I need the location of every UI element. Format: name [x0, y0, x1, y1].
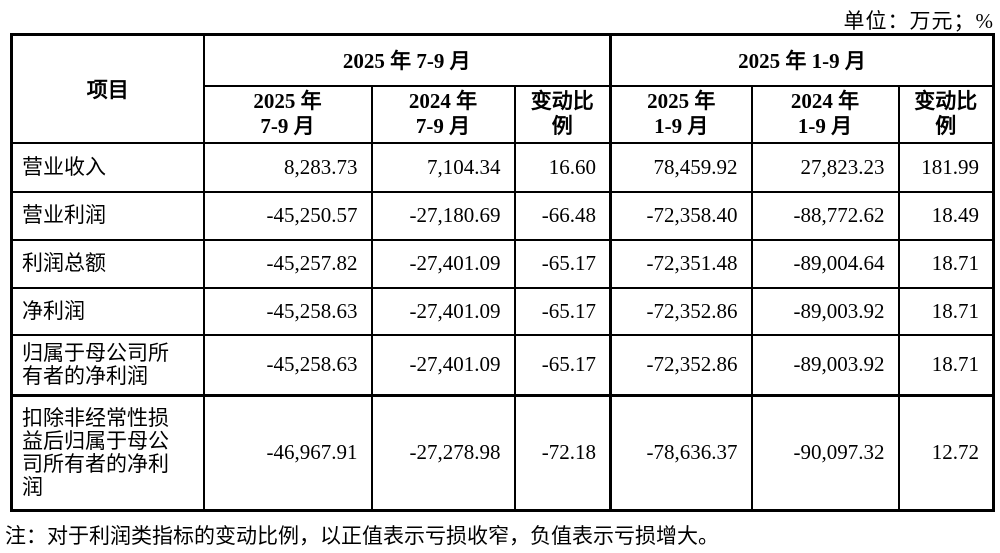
value-cell: -72,352.86 [609, 286, 753, 336]
value-cell: -27,401.09 [370, 333, 516, 396]
col-header-line1: 2025 年 [647, 89, 716, 113]
value-cell: -88,772.62 [750, 190, 900, 241]
col-header-line2: 1-9 月 [654, 114, 709, 138]
col-header-line1: 变动比 [530, 89, 594, 113]
col-header-2025-9m: 2025 年 1-9 月 [609, 84, 753, 144]
col-header-line2: 7-9 月 [415, 114, 471, 138]
col-header-line1: 2024 年 [408, 89, 478, 113]
row-label: 营业收入 [10, 141, 205, 193]
col-header-change-q3: 变动比 例 [513, 84, 612, 144]
value-cell: 78,459.92 [609, 141, 753, 193]
value-cell: -89,004.64 [750, 238, 900, 289]
value-cell: 8,283.73 [202, 141, 373, 193]
value-cell: -46,967.91 [202, 393, 373, 511]
value-cell: -72,351.48 [609, 238, 753, 289]
value-cell: -65.17 [513, 333, 612, 396]
value-cell: -27,180.69 [370, 190, 516, 241]
col-header-line2: 例 [935, 114, 957, 138]
col-header-2025-q3: 2025 年 7-9 月 [202, 84, 373, 144]
col-header-line1: 变动比 [914, 89, 978, 113]
col-header-line1: 2024 年 [790, 89, 860, 113]
table-row: 营业利润 -45,250.57 -27,180.69 -66.48 -72,358.40… [10, 190, 995, 241]
sub-header-row: 2025 年 7-9 月 2024 年 7-9 月 变动比 例 2025 年 1… [12, 84, 995, 144]
value-cell: 12.72 [897, 393, 995, 511]
value-cell: 18.71 [897, 286, 995, 336]
row-label: 归属于母公司所有者的净利润 [10, 333, 205, 396]
value-cell: 181.99 [897, 141, 995, 193]
row-label: 净利润 [10, 286, 205, 336]
table-header: 项目 2025 年 7-9 月 2025 年 1-9 月 2025 年 7-9 … [10, 33, 995, 144]
row-label-text: 营业收入 [22, 154, 106, 179]
col-header-item: 项目 [10, 33, 205, 144]
row-label-text: 扣除非经常性损益后归属于母公司所有者的净利润 [22, 405, 169, 499]
value-cell: -78,636.37 [609, 393, 753, 511]
value-cell: 27,823.23 [750, 141, 900, 193]
col-header-change-9m: 变动比 例 [897, 84, 995, 144]
col-header-line2: 1-9 月 [797, 114, 853, 138]
value-cell: -45,258.63 [202, 333, 373, 396]
value-cell: -45,257.82 [202, 238, 373, 289]
col-header-line2: 7-9 月 [260, 114, 315, 138]
group-header-row: 项目 2025 年 7-9 月 2025 年 1-9 月 [10, 33, 995, 144]
value-cell: -72,352.86 [609, 333, 753, 396]
row-label: 扣除非经常性损益后归属于母公司所有者的净利润 [10, 393, 205, 511]
row-label-text: 净利润 [22, 298, 85, 323]
value-cell: -45,250.57 [202, 190, 373, 241]
value-cell: 18.71 [897, 238, 995, 289]
financial-table: 项目 2025 年 7-9 月 2025 年 1-9 月 2025 年 7-9 … [10, 33, 996, 512]
row-label-text: 营业利润 [22, 203, 106, 227]
row-label-text: 利润总额 [22, 251, 106, 275]
col-header-line2: 例 [551, 114, 573, 138]
value-cell: -27,401.09 [370, 238, 516, 289]
table-row: 归属于母公司所有者的净利润 -45,258.63 -27,401.09 -65.17-… [10, 333, 995, 396]
col-header-2024-q3: 2024 年 7-9 月 [370, 84, 516, 144]
value-cell: 7,104.34 [370, 141, 516, 193]
table-row: 净利润 -45,258.63 -27,401.09 -65.17 -72,352.86-… [10, 286, 995, 336]
col-header-2024-9m: 2024 年 1-9 月 [750, 84, 900, 144]
table-row: 利润总额 -45,257.82 -27,401.09 -65.17 -72,351.48… [10, 238, 995, 289]
value-cell: -66.48 [513, 190, 612, 241]
table-row: 营业收入 8,283.73 7,104.34 16.60 78,459.92 27,823… [10, 141, 995, 193]
table-row: 扣除非经常性损益后归属于母公司所有者的净利润 -46,967.91 -27,278.… [10, 393, 995, 511]
value-cell: -45,258.63 [202, 286, 373, 336]
value-cell: -89,003.92 [750, 286, 900, 336]
row-label: 营业利润 [10, 190, 205, 241]
value-cell: -72.18 [513, 393, 612, 511]
value-cell: -65.17 [513, 238, 612, 289]
value-cell: 16.60 [513, 141, 612, 193]
value-cell: -90,097.32 [750, 393, 900, 511]
value-cell: -27,278.98 [370, 393, 516, 511]
value-cell: -72,358.40 [609, 190, 753, 241]
table-body: 营业收入 8,283.73 7,104.34 16.60 78,459.92 27,823… [10, 141, 995, 511]
footnote: 注：对于利润类指标的变动比例，以正值表示亏损收窄，负值表示亏损增大。 [5, 524, 719, 548]
value-cell: -27,401.09 [370, 286, 516, 336]
group-header-9m: 2025 年 1-9 月 [609, 33, 995, 87]
group-header-q3: 2025 年 7-9 月 [202, 33, 612, 87]
row-label-text: 归属于母公司所有者的净利润 [22, 340, 169, 388]
unit-label: 单位：万元；% [843, 9, 994, 33]
col-header-line1: 2025 年 [253, 89, 322, 113]
value-cell: 18.71 [897, 333, 995, 396]
value-cell: -89,003.92 [750, 333, 900, 396]
row-label: 利润总额 [10, 238, 205, 289]
value-cell: -65.17 [513, 286, 612, 336]
value-cell: 18.49 [897, 190, 995, 241]
